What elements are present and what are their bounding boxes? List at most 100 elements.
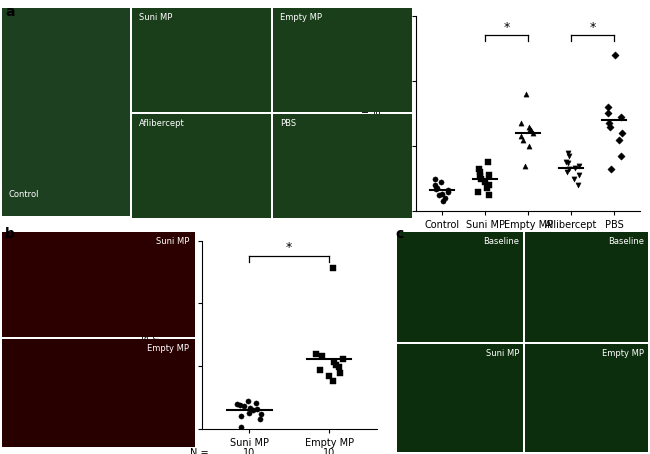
Point bbox=[232, 400, 242, 408]
Point bbox=[473, 166, 484, 173]
Point bbox=[236, 423, 246, 430]
Text: *: * bbox=[590, 21, 596, 34]
Point bbox=[484, 182, 494, 189]
Point bbox=[244, 404, 255, 411]
Point bbox=[480, 179, 490, 186]
Point bbox=[473, 188, 483, 195]
Text: PBS: PBS bbox=[280, 119, 296, 128]
Point bbox=[430, 175, 440, 182]
Point bbox=[235, 401, 246, 409]
Point bbox=[515, 119, 526, 126]
Point bbox=[317, 353, 328, 360]
Point bbox=[603, 110, 613, 117]
Point bbox=[242, 398, 253, 405]
Point bbox=[443, 187, 453, 194]
Y-axis label: Intravascular leukocytes
per retina: Intravascular leukocytes per retina bbox=[361, 54, 383, 173]
Text: Suni MP: Suni MP bbox=[156, 237, 189, 246]
Text: b: b bbox=[5, 227, 15, 241]
Point bbox=[525, 127, 536, 134]
Point bbox=[574, 162, 584, 169]
Text: 9: 9 bbox=[568, 250, 575, 260]
Point bbox=[436, 179, 446, 186]
Point bbox=[484, 192, 495, 199]
Point bbox=[430, 182, 440, 189]
Point bbox=[255, 415, 265, 423]
Point bbox=[604, 119, 614, 126]
Text: Aflibercept: Aflibercept bbox=[139, 119, 185, 128]
Point bbox=[331, 361, 341, 369]
Point bbox=[443, 188, 453, 195]
Point bbox=[562, 168, 572, 176]
Point bbox=[328, 265, 338, 272]
Text: *: * bbox=[504, 21, 510, 34]
Text: a: a bbox=[5, 5, 15, 19]
Point bbox=[524, 123, 534, 130]
Point bbox=[475, 173, 486, 180]
Point bbox=[610, 51, 620, 59]
Point bbox=[483, 158, 493, 165]
Text: Suni MP: Suni MP bbox=[486, 350, 519, 358]
Point bbox=[244, 409, 254, 416]
Point bbox=[573, 182, 584, 189]
Text: Baseline: Baseline bbox=[483, 237, 519, 247]
Point bbox=[564, 153, 575, 160]
Point bbox=[335, 369, 345, 376]
Point bbox=[434, 192, 444, 199]
Point bbox=[606, 166, 616, 173]
Text: Empty MP: Empty MP bbox=[147, 345, 189, 353]
Point bbox=[525, 125, 536, 133]
Point bbox=[440, 194, 450, 202]
Point bbox=[236, 413, 246, 420]
Point bbox=[474, 168, 485, 176]
Point bbox=[437, 191, 447, 198]
Text: 9: 9 bbox=[482, 250, 488, 260]
Point bbox=[252, 405, 262, 413]
Text: Empty MP: Empty MP bbox=[603, 350, 644, 358]
Point bbox=[516, 132, 526, 139]
Point bbox=[617, 129, 627, 137]
Point bbox=[570, 164, 580, 172]
Text: 10: 10 bbox=[243, 448, 255, 454]
Point bbox=[338, 355, 348, 362]
Point bbox=[334, 364, 345, 371]
Point bbox=[239, 403, 249, 410]
Text: 9: 9 bbox=[525, 250, 531, 260]
Point bbox=[476, 175, 486, 182]
Point bbox=[560, 158, 571, 165]
Text: Baseline: Baseline bbox=[608, 237, 644, 247]
Point bbox=[432, 184, 443, 191]
Point bbox=[569, 175, 580, 182]
Point bbox=[563, 159, 573, 167]
Text: Suni MP: Suni MP bbox=[139, 13, 172, 22]
Point bbox=[431, 185, 441, 192]
Point bbox=[614, 136, 624, 143]
Y-axis label: CD45 positive cells
per retina: CD45 positive cells per retina bbox=[140, 288, 162, 381]
Point bbox=[311, 350, 321, 357]
Point bbox=[518, 136, 528, 143]
Point bbox=[256, 410, 266, 418]
Point bbox=[521, 90, 531, 98]
Point bbox=[523, 143, 534, 150]
Text: *: * bbox=[286, 242, 292, 254]
Text: Empty MP: Empty MP bbox=[280, 13, 322, 22]
Point bbox=[315, 366, 325, 374]
Text: 9: 9 bbox=[611, 250, 618, 260]
Point bbox=[437, 197, 448, 204]
Point bbox=[520, 162, 530, 169]
Point bbox=[324, 373, 335, 380]
Point bbox=[482, 184, 492, 191]
Point bbox=[564, 149, 574, 156]
Point bbox=[527, 129, 538, 137]
Point bbox=[251, 399, 261, 406]
Text: c: c bbox=[395, 227, 404, 241]
Point bbox=[616, 153, 627, 160]
Text: Control: Control bbox=[8, 190, 39, 199]
Point bbox=[484, 171, 494, 178]
Text: 10: 10 bbox=[323, 448, 335, 454]
Point bbox=[329, 359, 339, 366]
Point bbox=[328, 378, 339, 385]
Text: 9: 9 bbox=[439, 250, 445, 260]
Point bbox=[616, 114, 626, 121]
Point bbox=[574, 171, 584, 178]
Point bbox=[604, 123, 615, 130]
